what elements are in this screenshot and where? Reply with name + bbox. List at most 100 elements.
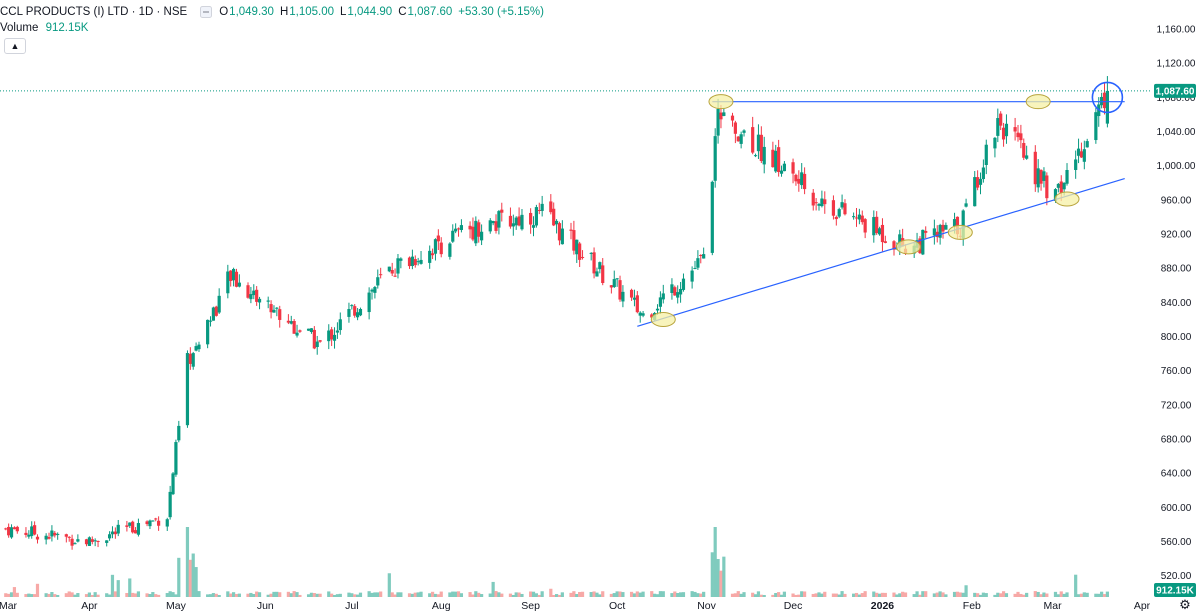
candle-body (497, 211, 501, 228)
volume-bar (295, 592, 299, 597)
volume-bar (901, 591, 905, 597)
candle-body (1001, 127, 1006, 140)
candle-body (592, 252, 596, 274)
volume-bar (635, 591, 639, 597)
gear-icon: ⚙ (1179, 597, 1191, 612)
volume-bar (399, 592, 403, 597)
volume-bar (537, 594, 541, 597)
volume-bar (1039, 594, 1043, 597)
volume-bar (206, 594, 210, 597)
highlight-marker[interactable] (708, 94, 734, 110)
volume-bar (237, 593, 241, 597)
candles (4, 76, 1109, 550)
candle-body (246, 285, 250, 298)
symbol-title[interactable]: CCL PRODUCTS (I) LTD · 1D · NSE (0, 6, 188, 18)
highlight-marker[interactable] (947, 224, 973, 240)
candle-body (229, 270, 233, 281)
volume-bar (436, 594, 440, 597)
volume-bar (601, 591, 605, 597)
candle-body (1033, 151, 1037, 185)
volume-bar (802, 591, 807, 597)
volume-bar (964, 585, 968, 597)
close-label: C (398, 6, 407, 18)
candle-body (145, 521, 149, 525)
chart-legend: CCL PRODUCTS (I) LTD · 1D · NSE O 1,049.… (0, 4, 544, 20)
candle-body (601, 265, 605, 284)
volume-bar (952, 591, 957, 597)
candle-body (952, 219, 957, 227)
volume-bar (935, 592, 939, 597)
volume-bars (4, 527, 1109, 597)
highlight-marker[interactable] (895, 239, 921, 255)
eye-icon[interactable] (199, 5, 213, 19)
volume-bar (407, 593, 412, 597)
time-axis[interactable]: Mar Apr May Jun Jul Aug Sep Oct Nov Dec 2026 Feb Mar… (0, 600, 1151, 612)
volume-bar (751, 592, 755, 597)
volume-bar (742, 592, 746, 597)
highlight-marker[interactable] (650, 311, 676, 327)
candle-body (330, 329, 334, 340)
highlight-marker[interactable] (1054, 191, 1080, 207)
candle-body (289, 321, 293, 324)
volume-bar (110, 574, 115, 597)
price-axis[interactable]: 520.00 560.00 600.00 640.00 680.00 720.00 760.… (1157, 25, 1196, 583)
last-price-badge: 1,087.60 (1154, 83, 1196, 98)
y-tick-label: 1,040.00 (1157, 127, 1196, 138)
volume-bar (817, 592, 821, 597)
volume-bar (976, 593, 980, 597)
volume-bar (774, 593, 778, 597)
volume-bar (676, 593, 680, 597)
highlight-marker[interactable] (1025, 94, 1051, 110)
candle-body (131, 521, 135, 533)
support-trendline[interactable] (637, 177, 1125, 327)
volume-bar (35, 583, 40, 597)
candle-body (840, 202, 844, 208)
volume-bar (419, 591, 423, 597)
candle-body (477, 222, 481, 237)
candle-body (430, 253, 435, 256)
candle-body (315, 341, 319, 348)
candle-body (693, 268, 697, 270)
candle-body (742, 130, 746, 133)
candle-body (716, 109, 720, 136)
y-tick-label: 760.00 (1161, 366, 1192, 377)
volume-bar (837, 594, 841, 597)
volume-bar (670, 593, 674, 597)
volume-bar (690, 591, 694, 597)
candle-body (272, 309, 276, 313)
volume-bar (999, 593, 1003, 597)
candle-body (534, 207, 538, 226)
volume-bar (650, 591, 654, 597)
volume-bar (191, 553, 195, 597)
volume-bar (520, 593, 524, 597)
candle-body (56, 533, 60, 535)
candle-body (448, 243, 452, 257)
volume-bar (252, 593, 256, 597)
axis-settings-button[interactable]: ⚙ (1178, 598, 1192, 612)
volume-bar (673, 591, 677, 597)
volume-bar (762, 594, 766, 597)
candle-body (736, 136, 740, 142)
candle-body (269, 304, 273, 313)
volume-bar (177, 557, 181, 597)
volume-bar (540, 591, 544, 597)
breakout-circle[interactable] (1091, 81, 1124, 114)
volume-bar (552, 594, 556, 597)
volume-bar (852, 593, 856, 597)
candle-body (938, 224, 942, 238)
candle-body (456, 228, 461, 230)
candle-body (1039, 169, 1043, 184)
volume-bar (1065, 592, 1069, 597)
volume-bar (157, 594, 161, 597)
trendline-drawings[interactable] (637, 81, 1125, 327)
volume-bar (272, 591, 276, 597)
collapse-legend-button[interactable]: ▲ (4, 38, 26, 54)
candle-body (872, 217, 876, 236)
volume-bar (612, 593, 616, 597)
volume-bar (978, 594, 983, 597)
volume-bar (459, 593, 464, 597)
volume-legend: Volume 912.15K (0, 22, 88, 34)
candle-body (531, 225, 536, 228)
volume-bar (993, 594, 997, 597)
